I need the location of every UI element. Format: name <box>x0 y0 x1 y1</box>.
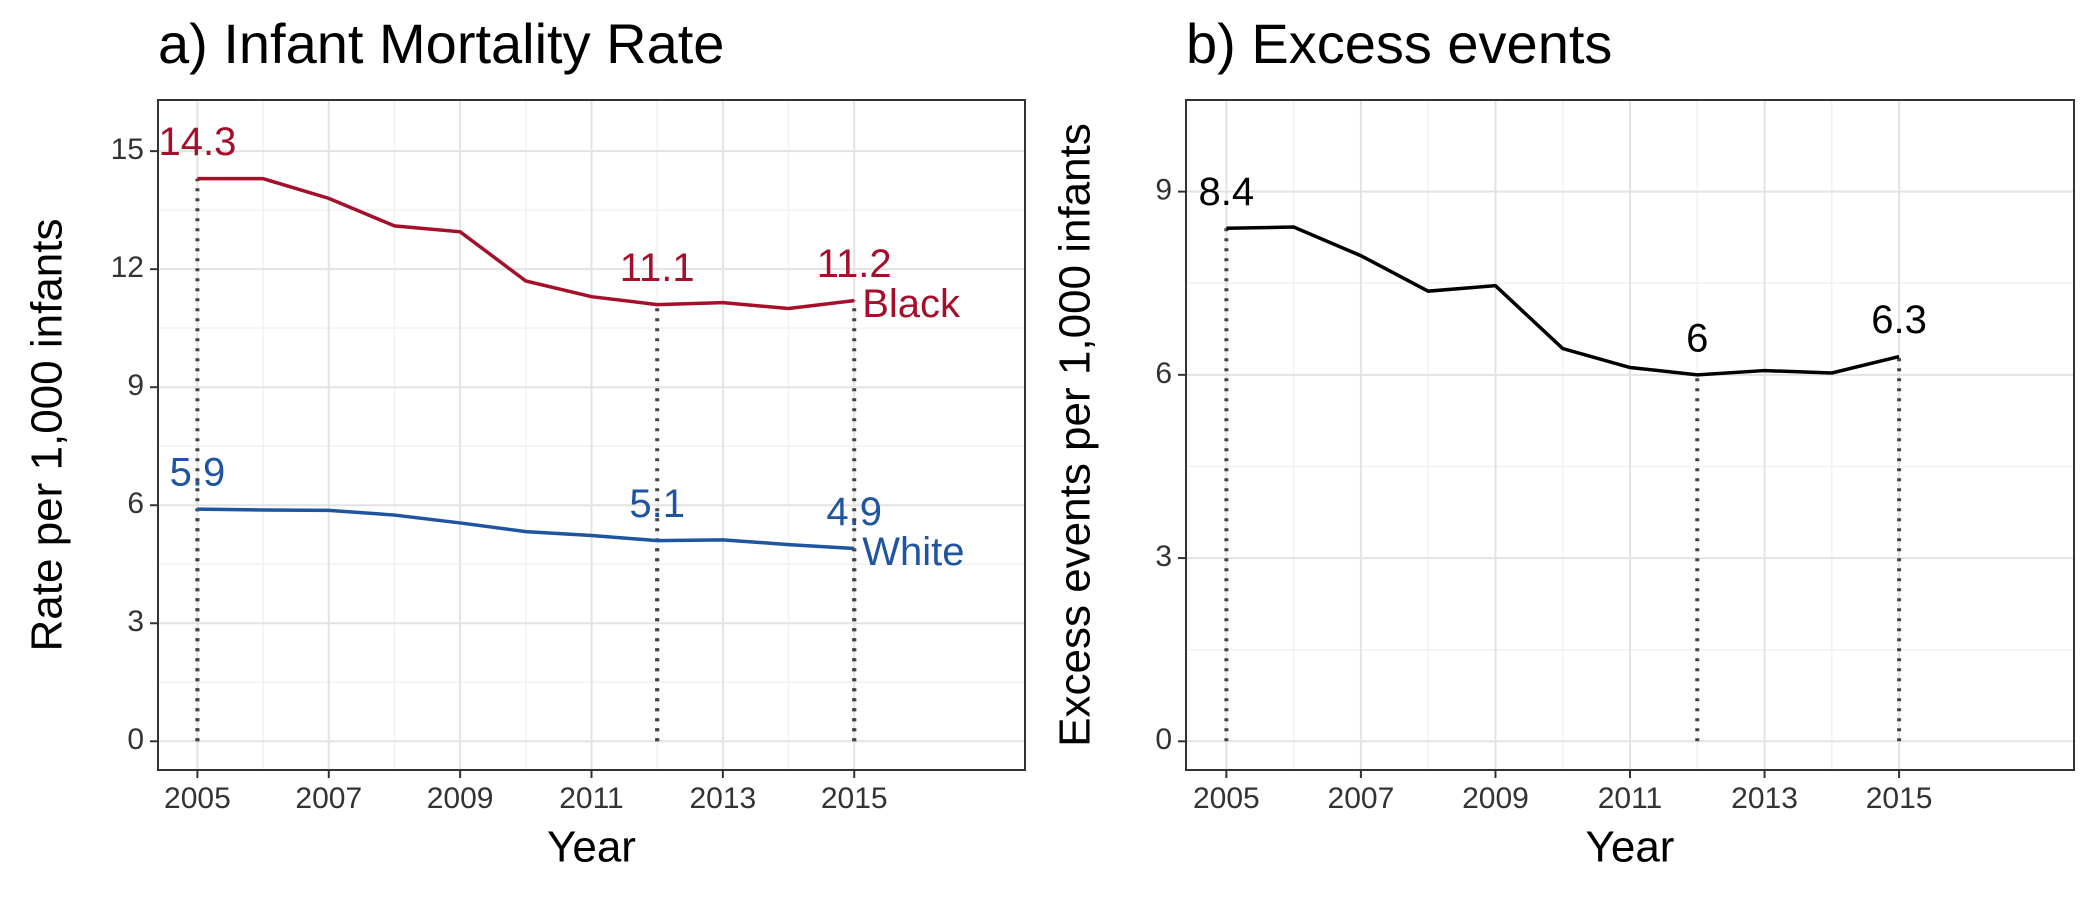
series-label: Black <box>862 282 961 326</box>
series-label: White <box>862 530 964 574</box>
chart-title: a) Infant Mortality Rate <box>158 12 724 75</box>
y-tick-label: 9 <box>127 369 144 402</box>
data-label: 8.4 <box>1199 170 1255 214</box>
x-tick-label: 2007 <box>295 782 362 815</box>
data-label: 11.1 <box>620 246 695 290</box>
x-axis-title: Year <box>547 823 636 872</box>
y-tick-label: 6 <box>127 487 144 520</box>
x-tick-label: 2015 <box>1866 782 1933 815</box>
y-tick-label: 9 <box>1155 174 1172 207</box>
x-tick-label: 2005 <box>164 782 231 815</box>
data-label: 5.1 <box>629 482 685 526</box>
y-tick-label: 15 <box>111 133 144 166</box>
x-tick-label: 2007 <box>1328 782 1395 815</box>
y-axis-title: Excess events per 1,000 infants <box>1051 123 1100 747</box>
x-tick-label: 2015 <box>821 782 888 815</box>
x-tick-label: 2005 <box>1193 782 1260 815</box>
data-label: 14.3 <box>158 120 236 164</box>
x-axis-title: Year <box>1586 823 1675 872</box>
data-label: 4.9 <box>826 490 882 534</box>
y-tick-label: 6 <box>1155 357 1172 390</box>
y-tick-label: 12 <box>111 251 144 284</box>
line <box>1226 225 1900 377</box>
y-axis-title: Rate per 1,000 infants <box>23 219 72 652</box>
y-tick-label: 0 <box>127 723 144 756</box>
y-tick-label: 3 <box>1155 540 1172 573</box>
line <box>197 507 855 551</box>
x-tick-label: 2009 <box>1462 782 1529 815</box>
data-label: 5.9 <box>170 451 226 495</box>
chart-title: b) Excess events <box>1186 12 1612 75</box>
x-tick-label: 2009 <box>427 782 494 815</box>
y-tick-label: 0 <box>1155 723 1172 756</box>
data-label: 6 <box>1686 316 1708 360</box>
line <box>197 176 855 311</box>
x-tick-label: 2013 <box>689 782 756 815</box>
x-tick-label: 2011 <box>559 782 624 815</box>
data-label: 11.2 <box>817 242 892 286</box>
y-tick-label: 3 <box>127 605 144 638</box>
plot-border <box>1185 99 2075 771</box>
x-tick-label: 2011 <box>1598 782 1663 815</box>
data-label: 6.3 <box>1871 298 1927 342</box>
x-tick-label: 2013 <box>1731 782 1798 815</box>
plot-border <box>157 99 1026 771</box>
